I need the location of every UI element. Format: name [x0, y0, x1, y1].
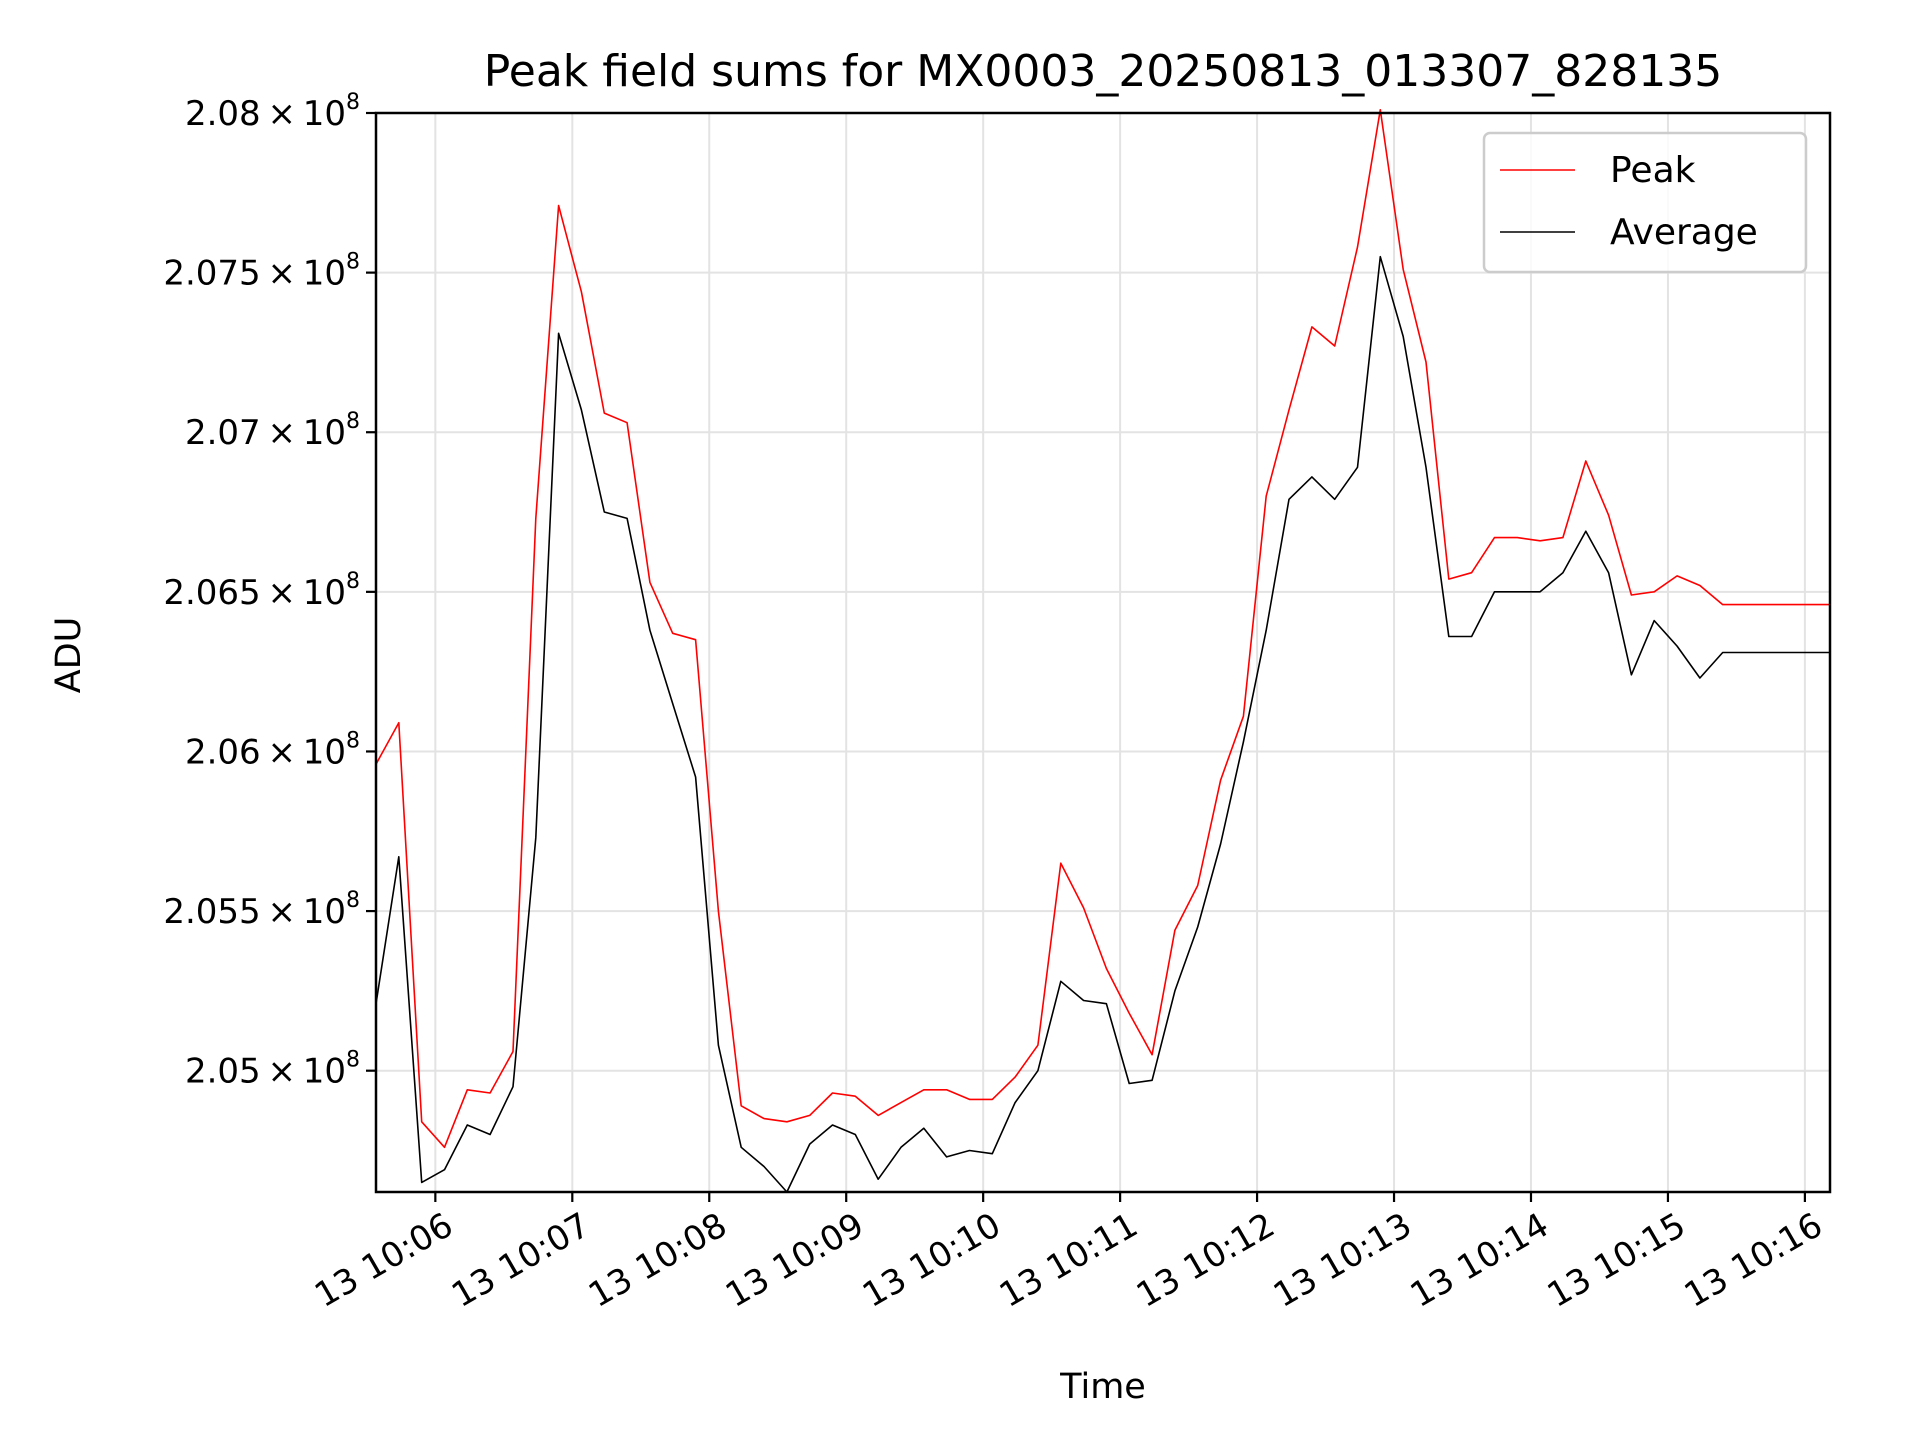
legend-box — [1482, 131, 1808, 274]
legend-label-peak: Peak — [1610, 150, 1696, 191]
y-tick-label: 2.075 × 108 — [163, 250, 360, 294]
y-axis: 2.05 × 108 2.055 × 108 2.06 × 108 2.065 × 1… — [163, 90, 376, 1092]
y-tick-label: 2.06 × 108 — [185, 728, 360, 772]
series-line-average — [375, 255, 1830, 1193]
y-tick-label: 2.05 × 108 — [185, 1048, 360, 1092]
legend-label-average: Average — [1610, 212, 1758, 253]
y-tick-label: 2.08 × 108 — [185, 90, 360, 134]
plot-frame — [374, 111, 1832, 1194]
legend: Peak Average — [1482, 131, 1808, 274]
grid — [376, 112, 1830, 1192]
y-axis-label: ADU — [49, 617, 89, 694]
y-tick-label: 2.055 × 108 — [163, 888, 360, 932]
series-layer — [375, 109, 1830, 1193]
y-tick-label: 2.07 × 108 — [185, 409, 360, 453]
x-axis-label: Time — [1059, 1367, 1146, 1407]
y-tick-label: 2.065 × 108 — [163, 569, 360, 613]
chart-title: Peak field sums for MX0003_20250813_0133… — [484, 46, 1722, 97]
series-line-peak — [375, 109, 1830, 1149]
